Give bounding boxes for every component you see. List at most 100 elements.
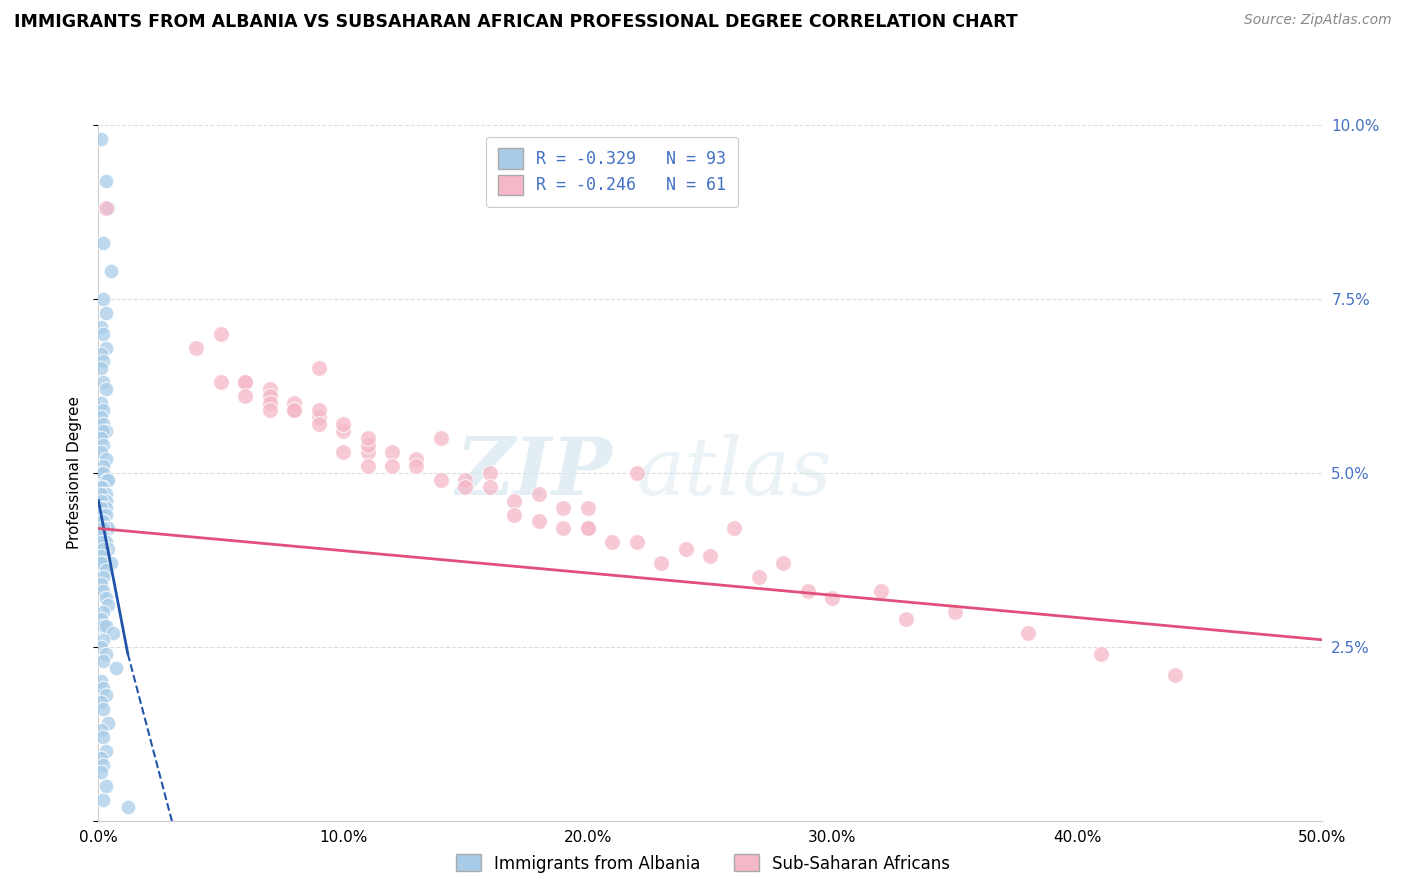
Point bbox=[94, 341, 117, 355]
Point bbox=[91, 702, 114, 716]
Point bbox=[94, 591, 117, 605]
Point bbox=[91, 376, 114, 390]
Point bbox=[90, 410, 112, 425]
Point bbox=[91, 403, 114, 417]
Point bbox=[454, 480, 477, 494]
Point bbox=[91, 438, 114, 452]
Point bbox=[308, 361, 330, 376]
Point bbox=[91, 480, 114, 494]
Text: atlas: atlas bbox=[637, 434, 832, 511]
Point bbox=[91, 605, 114, 619]
Point bbox=[259, 403, 281, 417]
Point bbox=[91, 521, 114, 535]
Point bbox=[117, 799, 139, 814]
Point bbox=[91, 632, 114, 647]
Point bbox=[91, 458, 114, 473]
Point bbox=[332, 417, 354, 431]
Point bbox=[100, 264, 122, 278]
Point bbox=[94, 306, 117, 320]
Point bbox=[233, 376, 256, 390]
Point bbox=[259, 396, 281, 410]
Point bbox=[91, 528, 114, 542]
Point bbox=[94, 493, 117, 508]
Point bbox=[527, 486, 550, 500]
Point bbox=[723, 521, 745, 535]
Legend: Immigrants from Albania, Sub-Saharan Africans: Immigrants from Albania, Sub-Saharan Afr… bbox=[449, 847, 957, 880]
Point bbox=[308, 403, 330, 417]
Point bbox=[650, 556, 672, 570]
Point bbox=[626, 535, 648, 549]
Point bbox=[332, 445, 354, 459]
Y-axis label: Professional Degree: Professional Degree bbox=[66, 396, 82, 549]
Point bbox=[97, 202, 120, 216]
Point bbox=[94, 202, 117, 216]
Point bbox=[186, 341, 208, 355]
Point bbox=[94, 689, 117, 703]
Point bbox=[91, 535, 114, 549]
Point bbox=[553, 500, 575, 515]
Point bbox=[90, 674, 112, 689]
Point bbox=[283, 403, 305, 417]
Point bbox=[90, 764, 112, 779]
Point bbox=[90, 361, 112, 376]
Point bbox=[356, 458, 378, 473]
Point bbox=[90, 751, 112, 765]
Text: IMMIGRANTS FROM ALBANIA VS SUBSAHARAN AFRICAN PROFESSIONAL DEGREE CORRELATION CH: IMMIGRANTS FROM ALBANIA VS SUBSAHARAN AF… bbox=[14, 13, 1018, 31]
Point bbox=[381, 445, 404, 459]
Point bbox=[576, 521, 599, 535]
Point bbox=[90, 508, 112, 522]
Point bbox=[94, 619, 117, 633]
Point bbox=[100, 556, 122, 570]
Point bbox=[308, 417, 330, 431]
Point bbox=[94, 473, 117, 487]
Point bbox=[97, 598, 120, 612]
Point bbox=[94, 647, 117, 661]
Legend: R = -0.329   N = 93, R = -0.246   N = 61: R = -0.329 N = 93, R = -0.246 N = 61 bbox=[486, 136, 738, 207]
Point bbox=[748, 570, 770, 584]
Point bbox=[90, 577, 112, 591]
Point bbox=[503, 508, 526, 522]
Point bbox=[90, 493, 112, 508]
Point bbox=[870, 584, 893, 599]
Point bbox=[97, 521, 120, 535]
Point bbox=[91, 493, 114, 508]
Point bbox=[94, 424, 117, 438]
Point bbox=[576, 500, 599, 515]
Point bbox=[97, 473, 120, 487]
Point bbox=[90, 396, 112, 410]
Point bbox=[553, 521, 575, 535]
Point bbox=[97, 542, 120, 557]
Point bbox=[91, 654, 114, 668]
Point bbox=[94, 173, 117, 187]
Point bbox=[91, 515, 114, 529]
Point bbox=[91, 292, 114, 306]
Point bbox=[233, 389, 256, 403]
Point bbox=[90, 486, 112, 500]
Point bbox=[91, 758, 114, 772]
Point bbox=[90, 695, 112, 709]
Point bbox=[91, 236, 114, 251]
Point bbox=[1017, 625, 1039, 640]
Point bbox=[527, 515, 550, 529]
Point bbox=[94, 451, 117, 466]
Point bbox=[699, 549, 721, 564]
Point bbox=[259, 382, 281, 396]
Point bbox=[943, 605, 966, 619]
Point bbox=[90, 556, 112, 570]
Point bbox=[91, 424, 114, 438]
Point bbox=[90, 480, 112, 494]
Point bbox=[356, 445, 378, 459]
Point bbox=[91, 354, 114, 368]
Point bbox=[1164, 667, 1187, 681]
Point bbox=[91, 730, 114, 744]
Point bbox=[90, 528, 112, 542]
Point bbox=[90, 723, 112, 738]
Point bbox=[91, 500, 114, 515]
Point bbox=[101, 625, 124, 640]
Point bbox=[503, 493, 526, 508]
Point bbox=[797, 584, 820, 599]
Point bbox=[626, 466, 648, 480]
Point bbox=[94, 486, 117, 500]
Point bbox=[91, 556, 114, 570]
Point bbox=[90, 612, 112, 626]
